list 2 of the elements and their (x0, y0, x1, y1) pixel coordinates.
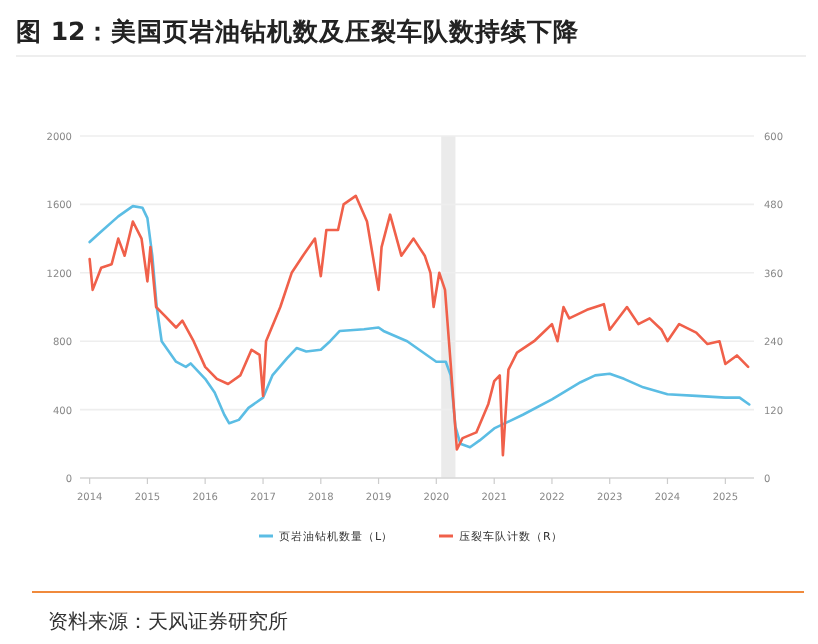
text: 资料来源：天风证券研究所 (48, 610, 288, 634)
chart-title: 图 12：美国页岩油钻机数及压裂车队数持续下降 (16, 16, 582, 46)
